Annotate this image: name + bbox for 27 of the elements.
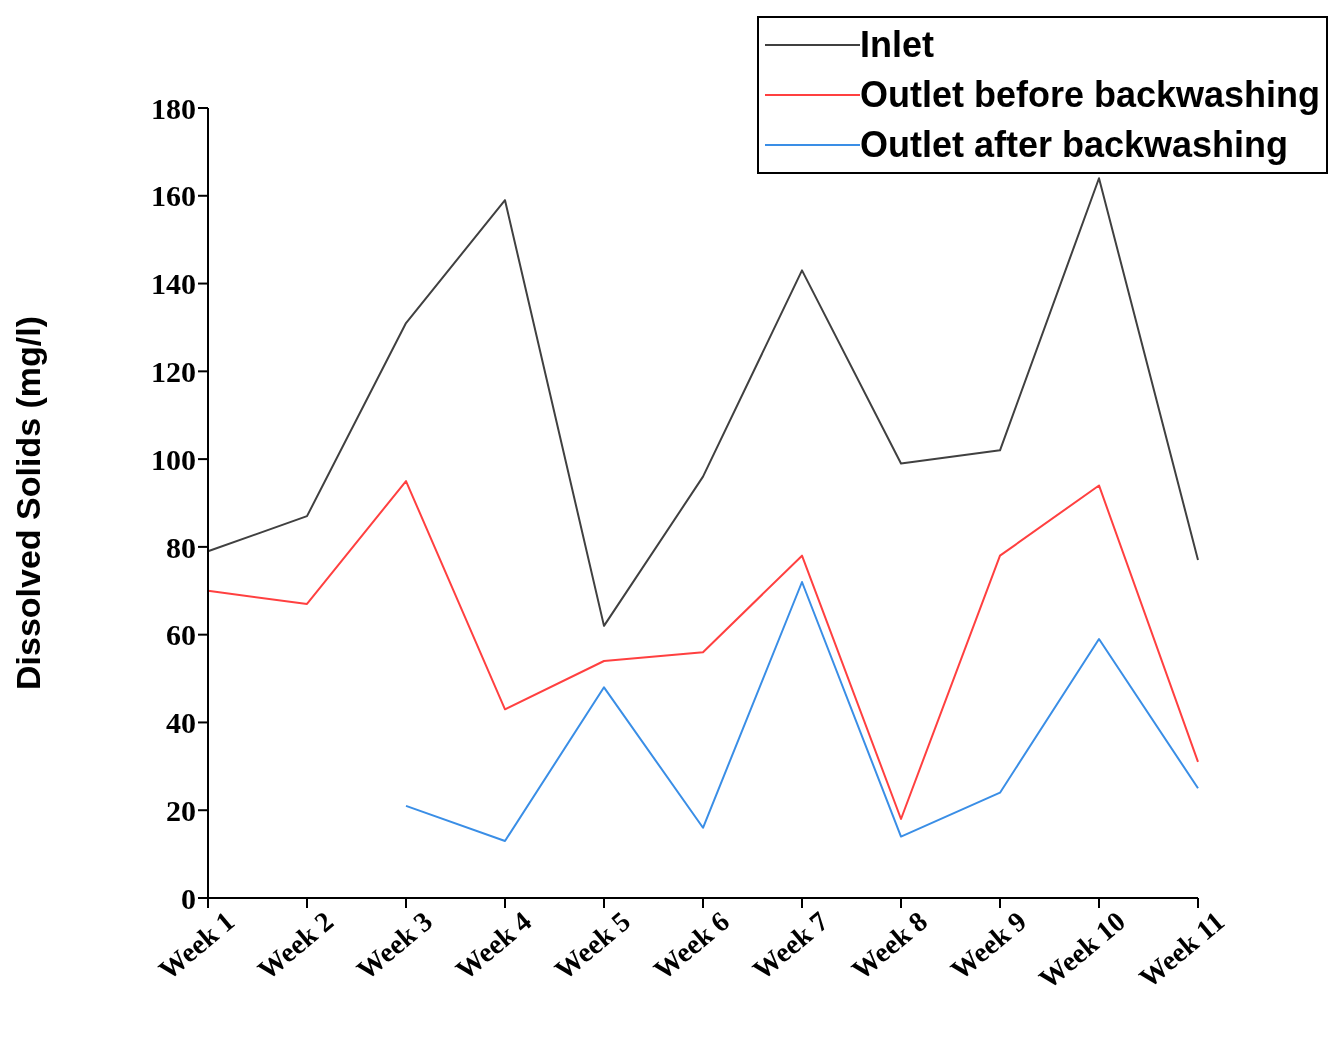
y-tick-label: 40	[166, 706, 196, 740]
x-tick-label: Week 8	[845, 905, 934, 986]
x-tick-label: Week 6	[647, 905, 736, 986]
y-tick-label: 120	[151, 354, 196, 388]
y-axis-title: Dissolved Solids (mg/l)	[9, 315, 48, 691]
x-tick-label: Week 9	[944, 905, 1033, 986]
x-tick-label: Week 4	[449, 905, 538, 986]
line-series	[207, 480, 1199, 820]
x-tick-label: Week 3	[350, 905, 439, 986]
x-tick-label: Week 7	[746, 905, 835, 986]
y-tick-label: 140	[151, 267, 196, 301]
y-tick-label: 0	[181, 881, 196, 915]
legend-label: Outlet after backwashing	[859, 123, 1289, 167]
legend-label: Outlet before backwashing	[859, 73, 1320, 117]
y-tick-label: 80	[166, 530, 196, 564]
line-series	[207, 177, 1199, 627]
y-tick-label: 60	[166, 618, 196, 652]
y-tick-label: 180	[151, 91, 196, 125]
line-series	[405, 581, 1199, 842]
x-tick-label: Week 10	[1033, 905, 1132, 995]
y-tick-label: 20	[166, 793, 196, 827]
x-tick-label: Week 5	[548, 905, 637, 986]
legend-label: Inlet	[859, 23, 934, 67]
x-tick-label: Week 11	[1133, 905, 1231, 994]
y-tick-label: 100	[151, 442, 196, 476]
y-tick-label: 160	[151, 179, 196, 213]
x-tick-label: Week 2	[251, 905, 340, 986]
